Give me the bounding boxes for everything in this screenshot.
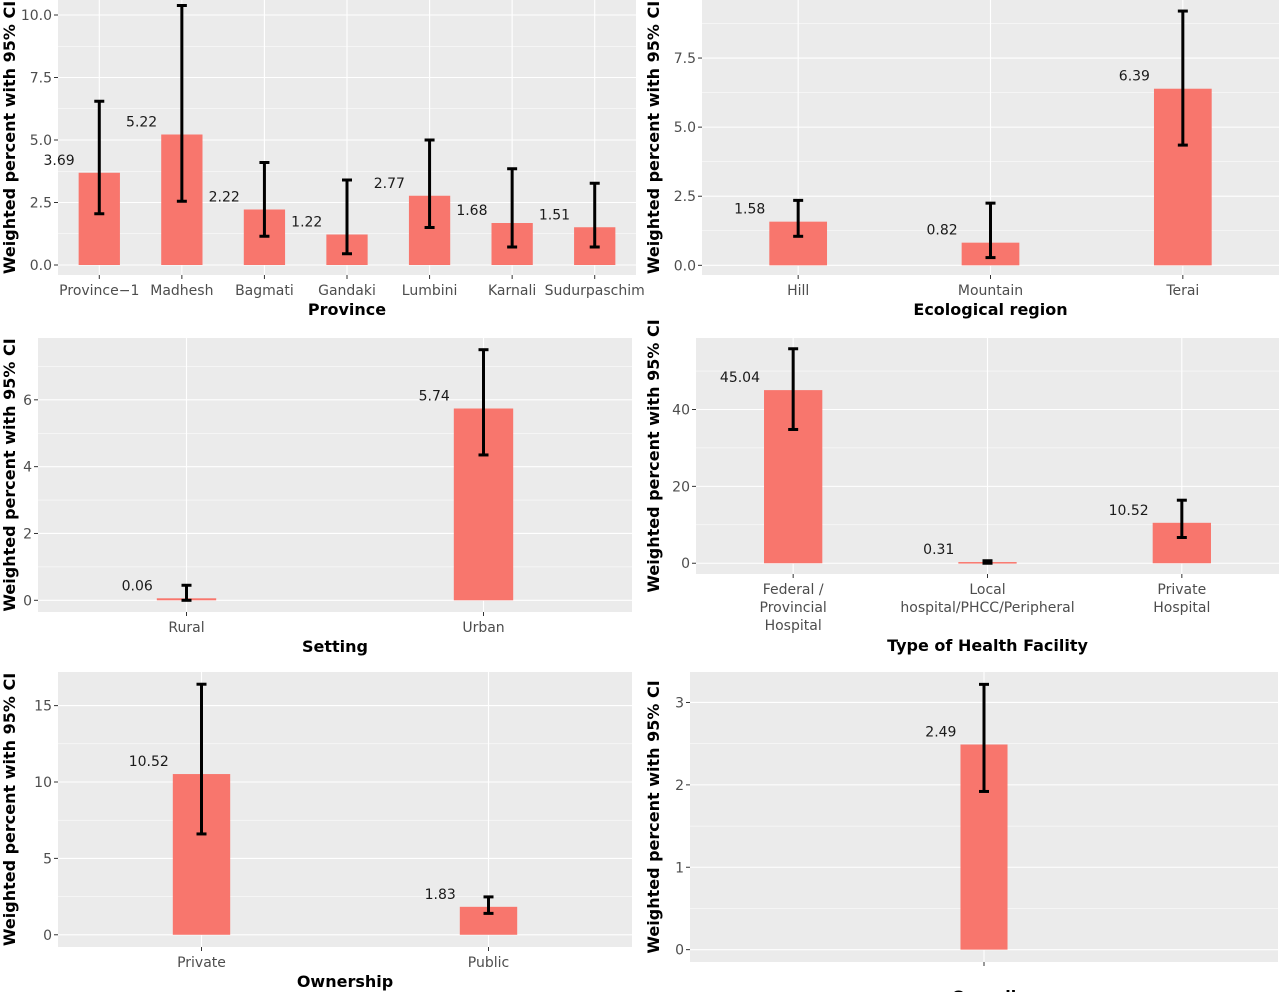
data-label: 1.22 [291,215,322,231]
y-tick-label: 2.5 [30,196,52,212]
x-tick-label: Bagmati [235,283,294,299]
data-label: 0.31 [923,542,954,558]
data-label: 3.69 [43,153,74,169]
x-tick-label: Public [468,955,509,971]
chart-svg: 0 20 40 45.04 0.31 10.52 Federal / Provincial Ho… [644,319,1279,655]
x-axis-title: Type of Health Facility [887,636,1088,655]
data-label: 0.06 [122,578,153,594]
x-tick-label: Lumbini [402,283,458,299]
x-tick-label: Private [177,955,226,971]
data-label: 1.51 [539,207,570,223]
plot-background [58,672,632,947]
data-label: 0.82 [926,223,957,239]
x-tick-label: Hill [787,283,809,299]
x-tick-label: Sudurpaschim [545,283,645,299]
y-tick-label: 10 [34,775,52,791]
x-tick-label: Karnali [488,283,536,299]
x-tick-label: Province−1 [59,283,139,299]
y-tick-label: 6 [23,393,32,409]
plot-background [38,338,632,612]
y-tick-label: 2.5 [674,189,696,205]
y-axis-title: Weighted percent with 95% CI [0,338,19,611]
data-label: 10.52 [129,754,169,770]
data-label: 6.39 [1119,69,1150,85]
y-tick-label: 7.5 [30,71,52,87]
y-tick-label: 0.0 [30,258,52,274]
y-axis-title: Weighted percent with 95% CI [644,1,663,274]
data-label: 2.49 [925,725,956,741]
data-label: 5.74 [419,389,450,405]
x-tick-label: Rural [168,620,204,636]
data-label: 5.22 [126,115,157,131]
y-tick-label: 0 [675,943,684,959]
y-axis-title: Weighted percent with 95% CI [644,319,663,592]
y-tick-label: 1 [675,860,684,876]
y-tick-label: 7.5 [674,51,696,67]
y-tick-label: 4 [23,460,32,476]
y-tick-label: 0 [43,928,52,944]
x-axis-title: Ownership [297,972,393,991]
x-tick-label: Private Hospital [1153,582,1210,616]
x-axis-title: Ecological region [913,300,1067,319]
data-label: 2.22 [209,190,240,206]
chart-svg: 0 1 2 3 2.49 Overall Weighted percent with 95%… [644,672,1278,992]
y-tick-label: 3 [675,695,684,711]
y-tick-label: 40 [672,402,690,418]
data-label: 10.52 [1109,503,1149,519]
x-tick-label: Mountain [958,283,1023,299]
data-label: 1.83 [425,887,456,903]
chart-svg: 0 5 10 15 10.52 1.83 Private Public Ownership Wei… [0,672,632,991]
x-tick-label: Urban [462,620,504,636]
x-tick-label: Terai [1165,283,1199,299]
x-tick-label: Local hospital/PHCC/Peripheral [900,582,1074,616]
y-tick-label: 0.0 [674,258,696,274]
x-axis-title: Setting [302,637,368,656]
chart-svg: 0.0 2.5 5.0 7.5 1.58 0.82 6.39 Hill Mountain Tera… [644,0,1279,319]
chart-svg: 0.0 2.5 5.0 7.5 10.0 3.69 5.22 2.22 1.22 2.77 1.68… [0,0,645,319]
y-axis-title: Weighted percent with 95% CI [644,680,663,953]
data-label: 2.77 [374,176,405,192]
y-tick-label: 0 [681,556,690,572]
y-axis-title: Weighted percent with 95% CI [0,1,19,274]
chart-svg: 0 2 4 6 0.06 5.74 Rural Urban Setting Weighted pe… [0,338,632,656]
y-tick-label: 20 [672,479,690,495]
y-tick-label: 2 [675,778,684,794]
x-tick-label: Federal / Provincial Hospital [760,582,827,634]
y-tick-label: 15 [34,699,52,715]
y-axis-title: Weighted percent with 95% CI [0,673,19,946]
y-tick-label: 10.0 [21,8,52,24]
y-tick-label: 5 [43,851,52,867]
x-axis-title: Province [308,300,386,319]
x-axis-title: Overall [952,987,1017,992]
data-label: 1.68 [456,203,487,219]
y-tick-label: 5.0 [674,120,696,136]
y-tick-label: 5.0 [30,133,52,149]
y-tick-label: 0 [23,593,32,609]
y-tick-label: 2 [23,526,32,542]
x-tick-label: Madhesh [150,283,213,299]
data-label: 1.58 [734,202,765,218]
data-label: 45.04 [720,370,760,386]
x-tick-label: Gandaki [318,283,376,299]
